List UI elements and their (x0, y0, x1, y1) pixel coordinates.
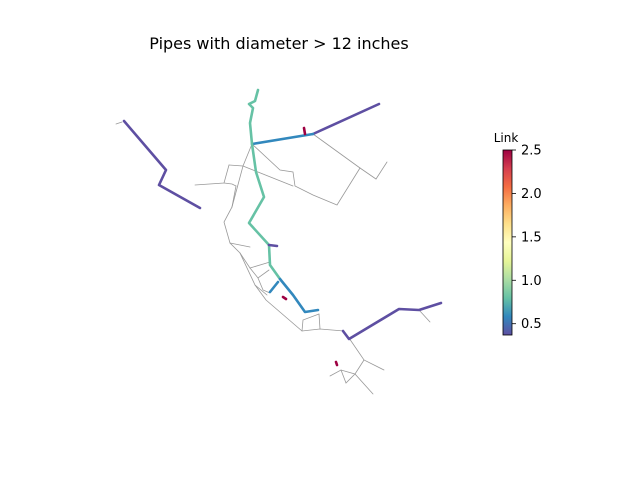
pipe (223, 182, 237, 187)
pipe (318, 313, 321, 330)
pipe-large (311, 102, 381, 136)
pipe (348, 337, 385, 371)
pipe (340, 369, 374, 395)
pipe-large (267, 243, 279, 248)
figure-title: Pipes with diameter > 12 inches (149, 34, 408, 53)
pipe-large (281, 295, 288, 301)
pipe (249, 267, 270, 279)
pipe (115, 121, 123, 125)
pipe-large (334, 360, 339, 367)
colorbar-tick-label: 0.5 (521, 317, 542, 332)
pipe (301, 313, 320, 332)
pipe (231, 143, 253, 208)
pipe (194, 164, 230, 186)
pipe (223, 206, 268, 296)
colorbar-tick-label: 1.0 (521, 274, 542, 289)
pipe-large (278, 277, 320, 314)
pipe (239, 252, 271, 269)
pipe (228, 164, 294, 187)
colorbar-gradient (502, 149, 513, 336)
colorbar-tick-label: 2.5 (521, 144, 542, 159)
pipe (257, 277, 271, 294)
pipe-large (122, 119, 202, 210)
pipe (229, 242, 251, 248)
colorbar-tick-label: 2.0 (521, 187, 542, 202)
pipe-large (268, 280, 280, 294)
pipe (231, 185, 237, 208)
colorbar-tick-label: 1.5 (521, 230, 542, 245)
pipe (312, 133, 361, 169)
pipe-large (250, 132, 315, 146)
pipe-large (247, 88, 282, 281)
colorbar-label: Link (494, 131, 519, 145)
pipe (418, 309, 431, 323)
large-diameter-pipes (122, 88, 443, 367)
pipe (329, 359, 365, 377)
colorbar: Link 0.5 1.0 1.5 2.0 2.5 (494, 131, 542, 336)
pipe (251, 143, 388, 206)
colorbar-ticks: 0.5 1.0 1.5 2.0 2.5 (512, 144, 542, 332)
background-pipe-network (115, 121, 431, 395)
pipe-large (341, 301, 443, 341)
pipe-large (302, 126, 307, 136)
